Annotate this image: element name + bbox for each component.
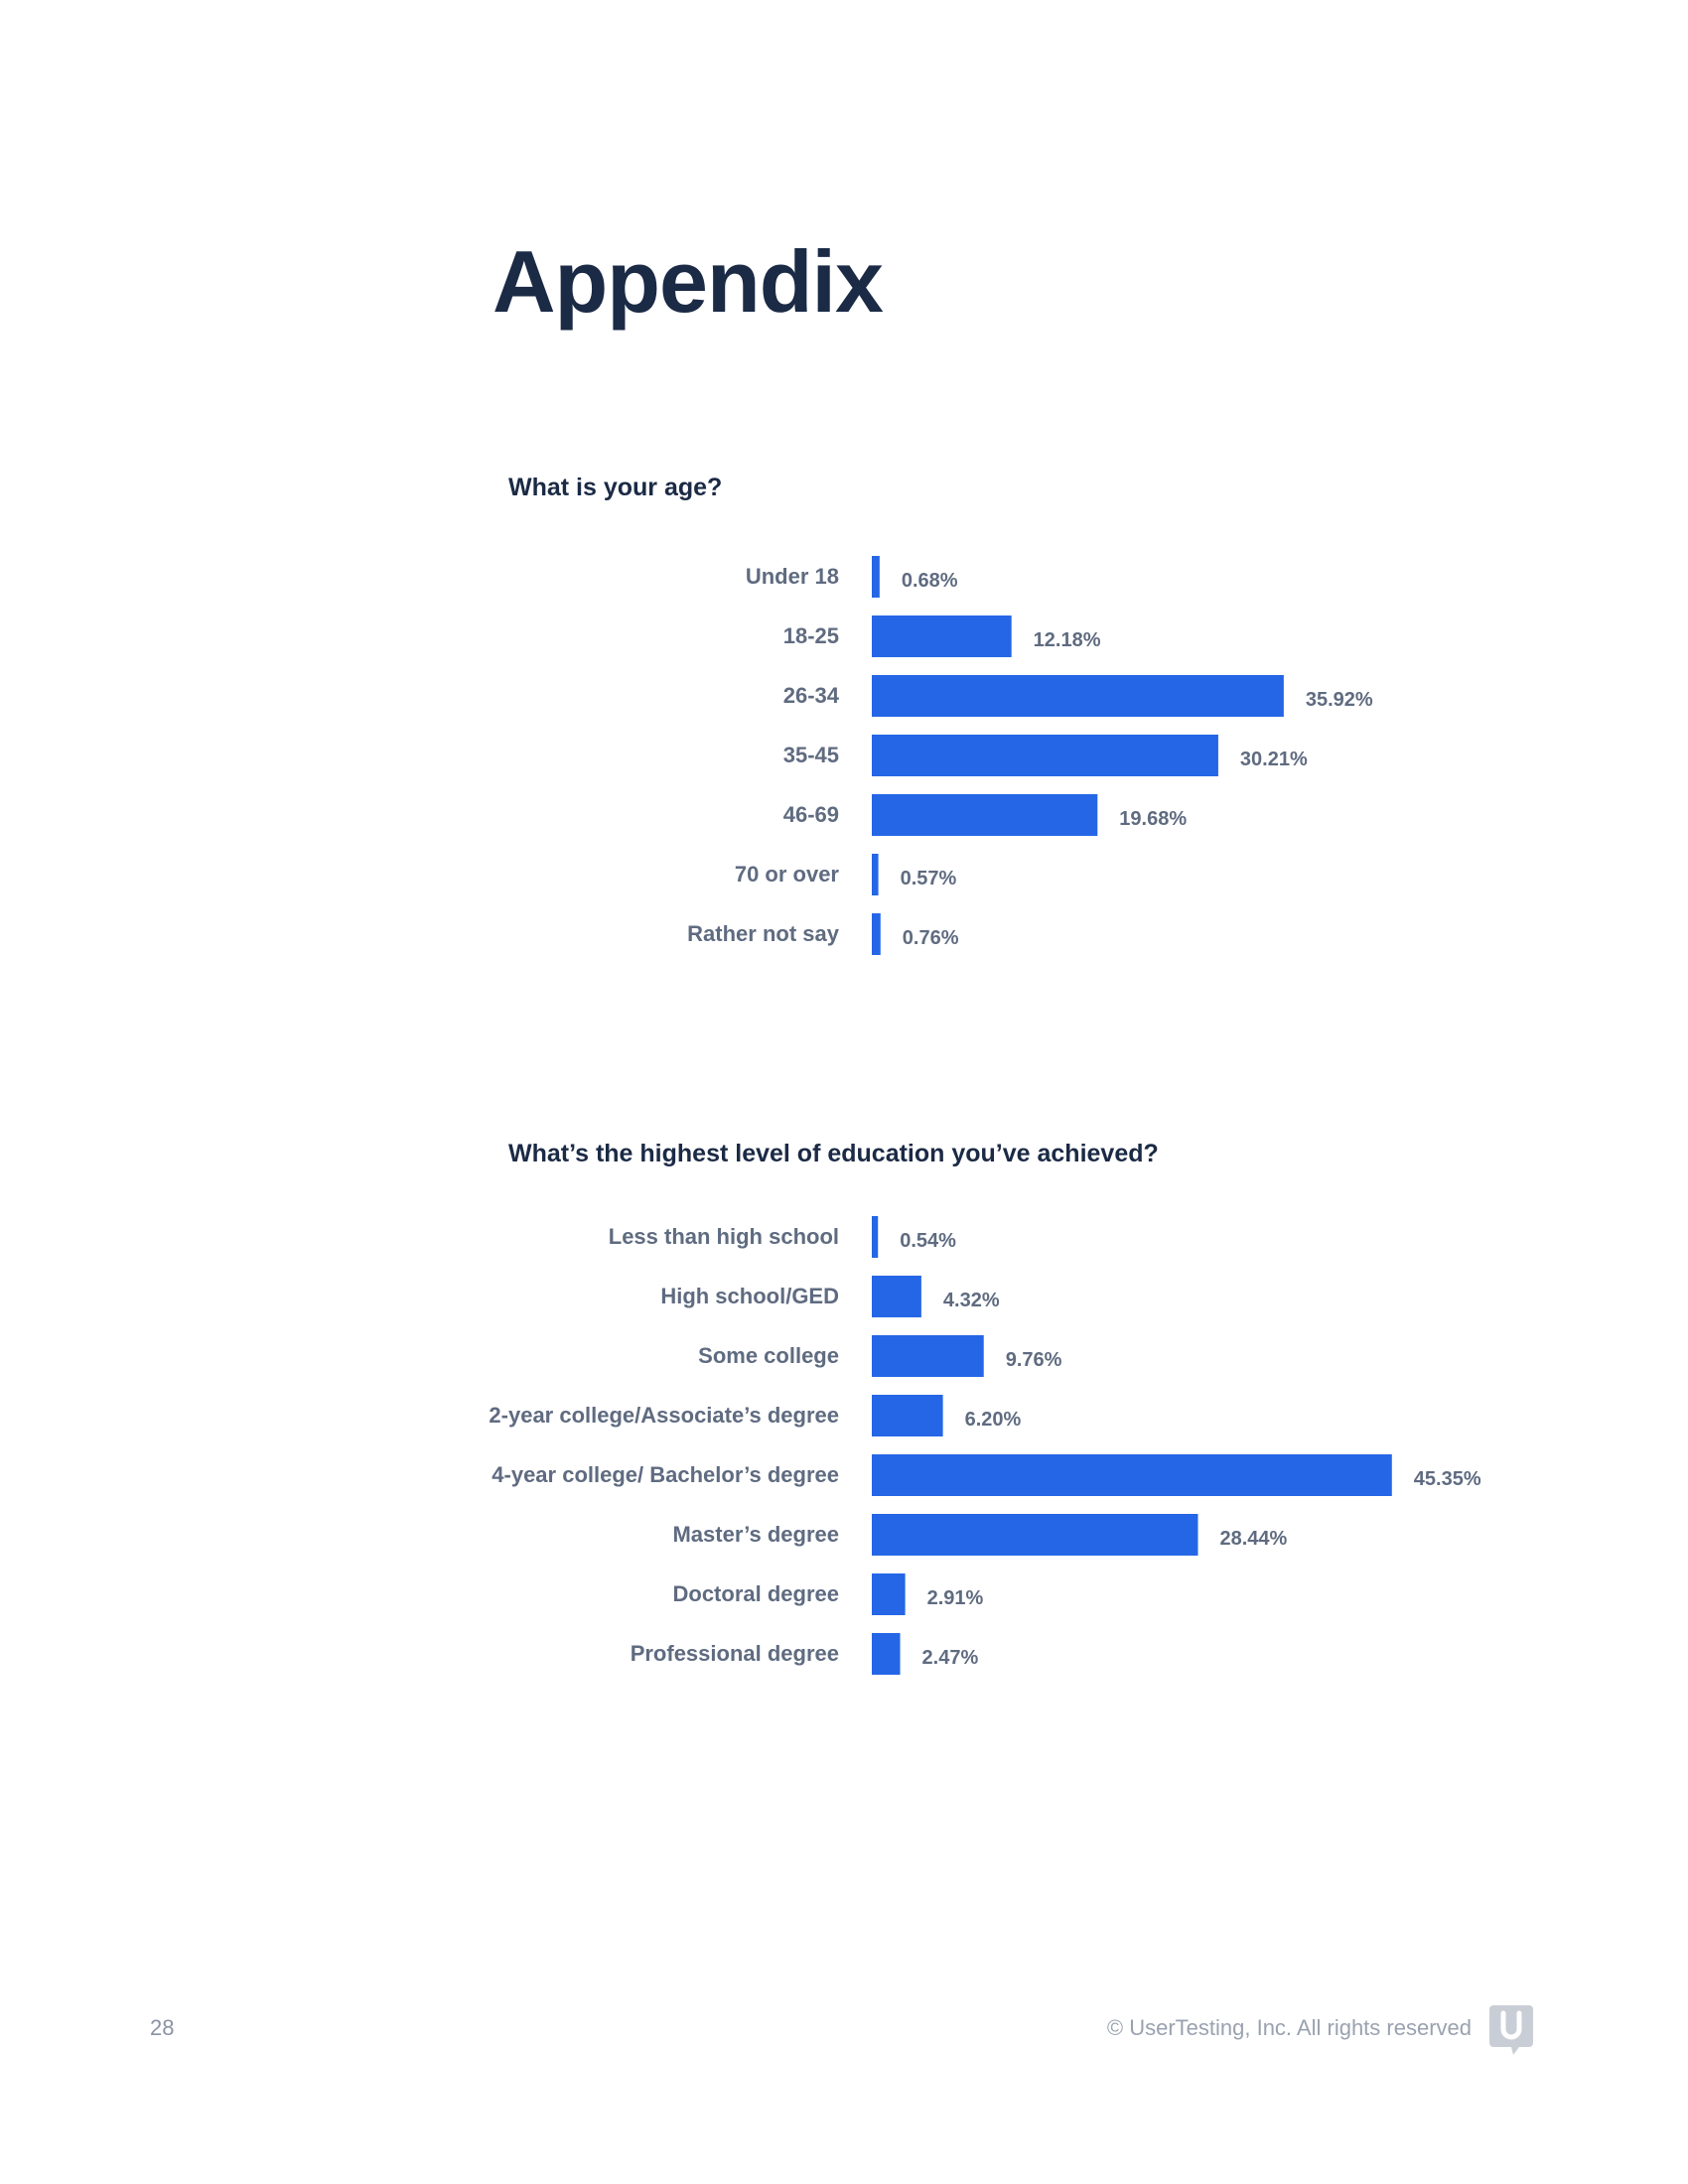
value-label: 2.91% xyxy=(927,1587,984,1609)
bar xyxy=(872,1395,943,1436)
copyright-notice: © UserTesting, Inc. All rights reserved xyxy=(1106,2015,1472,2040)
category-label: High school/GED xyxy=(660,1284,839,1308)
usertesting-logo-icon xyxy=(1489,2005,1533,2055)
page-number: 28 xyxy=(150,2015,175,2040)
bar xyxy=(872,1216,879,1258)
category-label: Less than high school xyxy=(609,1224,839,1249)
category-label: 46-69 xyxy=(783,802,839,827)
bar xyxy=(872,1633,901,1675)
value-label: 0.54% xyxy=(900,1230,956,1252)
category-label: 70 or over xyxy=(735,862,840,887)
value-label: 0.76% xyxy=(903,927,959,949)
value-label: 0.68% xyxy=(902,570,958,592)
category-label: 2-year college/Associate’s degree xyxy=(489,1403,839,1428)
age-bar-chart: Under 18 0.68% 18-25 12.18% 26-34 35.92% 35-45… xyxy=(687,556,1373,955)
bar xyxy=(872,854,879,895)
value-label: 12.18% xyxy=(1034,629,1101,651)
value-label: 9.76% xyxy=(1006,1349,1062,1371)
bar xyxy=(872,1454,1392,1496)
category-label: Under 18 xyxy=(746,564,839,589)
value-label: 0.57% xyxy=(901,868,957,889)
education-chart-title: What’s the highest level of education yo… xyxy=(508,1140,1159,1167)
page-title: Appendix xyxy=(492,232,884,331)
category-label: 18-25 xyxy=(783,623,839,648)
bar xyxy=(872,1573,906,1615)
category-label: Professional degree xyxy=(631,1641,839,1666)
value-label: 45.35% xyxy=(1414,1468,1481,1490)
bar xyxy=(872,735,1218,776)
bar xyxy=(872,1276,921,1317)
category-label: Doctoral degree xyxy=(673,1581,840,1606)
category-label: 35-45 xyxy=(783,743,839,767)
category-label: Master’s degree xyxy=(672,1522,839,1547)
education-bar-chart: Less than high school 0.54% High school/GE… xyxy=(489,1216,1481,1675)
age-chart-title: What is your age? xyxy=(508,474,723,501)
value-label: 2.47% xyxy=(922,1647,979,1669)
value-label: 35.92% xyxy=(1306,689,1373,711)
value-label: 6.20% xyxy=(965,1409,1022,1431)
value-label: 19.68% xyxy=(1119,808,1187,830)
bar xyxy=(872,913,881,955)
value-label: 4.32% xyxy=(943,1290,1000,1311)
bar xyxy=(872,794,1098,836)
bar xyxy=(872,615,1012,657)
bar xyxy=(872,1514,1198,1556)
value-label: 28.44% xyxy=(1219,1528,1287,1550)
category-label: Some college xyxy=(698,1343,839,1368)
bar xyxy=(872,556,880,598)
category-label: 4-year college/ Bachelor’s degree xyxy=(492,1462,839,1487)
category-label: Rather not say xyxy=(687,921,840,946)
bar xyxy=(872,675,1284,717)
bar xyxy=(872,1335,984,1377)
category-label: 26-34 xyxy=(783,683,840,708)
value-label: 30.21% xyxy=(1240,749,1308,770)
